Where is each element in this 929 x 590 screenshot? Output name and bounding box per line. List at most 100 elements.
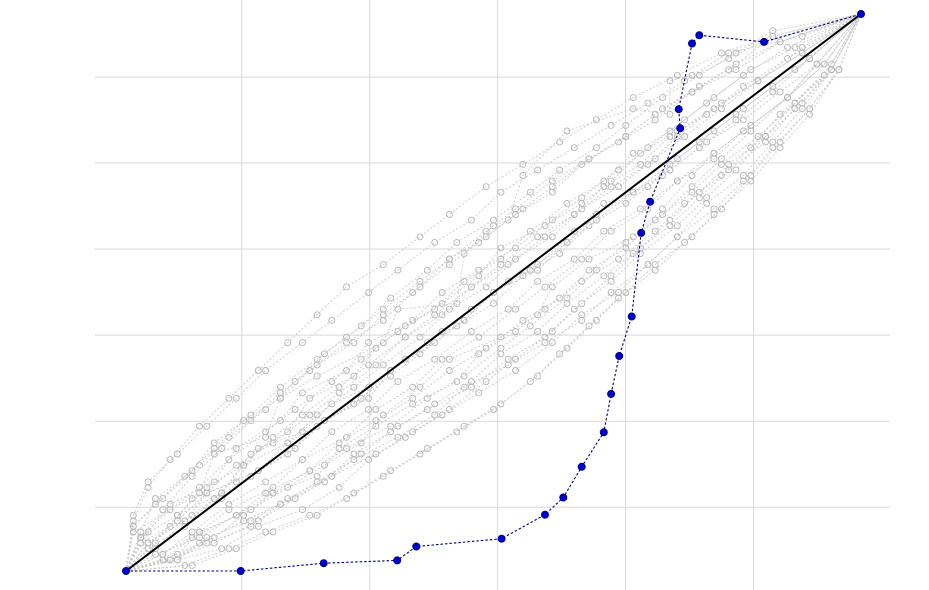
- background-series-point: [254, 467, 262, 475]
- background-series-point: [343, 333, 350, 341]
- background-series-line: [125, 13, 862, 572]
- background-series-point: [247, 411, 255, 419]
- background-series-point: [321, 350, 328, 358]
- background-series-point: [482, 378, 490, 386]
- background-series-point: [747, 121, 755, 129]
- background-series-point: [592, 316, 600, 324]
- background-series-12: [122, 10, 865, 575]
- background-series-point: [240, 461, 248, 469]
- highlighted-series-point: [559, 493, 568, 502]
- background-series-line: [125, 13, 862, 572]
- background-series-point: [460, 372, 468, 380]
- background-series-point: [445, 255, 453, 263]
- background-series-point: [262, 433, 270, 441]
- background-series-point: [570, 227, 578, 235]
- background-series-point: [534, 372, 542, 380]
- background-series-point: [717, 205, 725, 213]
- background-series-point: [291, 406, 299, 413]
- background-series-point: [504, 355, 512, 363]
- background-series-point: [173, 450, 181, 458]
- background-series-point: [291, 495, 299, 503]
- background-series-point: [526, 188, 534, 196]
- background-series-point: [835, 66, 843, 74]
- background-series-point: [622, 121, 630, 129]
- background-series-point: [607, 183, 615, 191]
- background-series-point: [600, 227, 608, 235]
- background-series-point: [512, 205, 519, 213]
- background-series-point: [218, 489, 226, 497]
- background-series-point: [637, 250, 644, 257]
- background-series-point: [129, 522, 137, 530]
- highlighted-series-group: [122, 9, 866, 576]
- background-series-point: [592, 266, 600, 274]
- background-series-point: [637, 160, 644, 168]
- background-series-line: [125, 13, 862, 572]
- background-series-point: [710, 127, 718, 135]
- background-series-point: [438, 300, 446, 308]
- background-series-line: [125, 13, 862, 572]
- background-series-point: [556, 250, 564, 257]
- background-series-point: [284, 428, 292, 436]
- background-series-point: [372, 344, 380, 352]
- background-series-point: [541, 283, 549, 291]
- background-series-point: [335, 445, 343, 452]
- background-series-point: [159, 495, 167, 503]
- background-series-point: [475, 238, 483, 246]
- background-series-point: [431, 305, 439, 313]
- background-series-point: [629, 250, 637, 257]
- background-series-point: [725, 66, 733, 74]
- background-series-point: [343, 445, 350, 452]
- background-series-point: [431, 238, 439, 246]
- background-series-point: [651, 110, 659, 118]
- background-series-point: [534, 266, 542, 274]
- background-series-point: [475, 266, 483, 274]
- background-series-point: [394, 266, 402, 274]
- background-series-point: [659, 205, 666, 213]
- background-series-point: [232, 461, 240, 469]
- background-series-point: [343, 283, 350, 291]
- highlighted-series-point: [577, 462, 586, 471]
- background-series-point: [754, 133, 762, 140]
- background-series-point: [673, 222, 681, 230]
- background-series-point: [600, 199, 608, 207]
- background-series-point: [210, 539, 218, 547]
- background-series-point: [710, 149, 718, 157]
- background-series-point: [387, 428, 395, 436]
- background-series-point: [776, 144, 784, 152]
- background-series-point: [629, 188, 637, 196]
- background-series-point: [776, 138, 784, 146]
- background-series-point: [298, 456, 306, 464]
- background-series-point: [710, 211, 718, 218]
- background-series-point: [343, 495, 350, 503]
- background-series-point: [637, 149, 644, 157]
- background-series-point: [695, 138, 703, 146]
- highlighted-series-point: [541, 510, 550, 519]
- background-series-point: [615, 166, 622, 174]
- background-series-point: [666, 216, 674, 224]
- background-series-point: [137, 539, 145, 547]
- background-series-point: [321, 417, 328, 425]
- background-series-point: [703, 99, 711, 107]
- background-series-point: [269, 483, 277, 491]
- background-series-point: [585, 322, 593, 330]
- background-series-point: [247, 450, 255, 458]
- background-series-point: [144, 528, 152, 536]
- background-series-point: [585, 155, 593, 163]
- background-series-point: [769, 88, 777, 96]
- background-series-point: [284, 450, 292, 458]
- background-series-point: [673, 133, 681, 140]
- background-series-point: [622, 244, 630, 252]
- background-series-point: [423, 339, 431, 347]
- background-series-point: [350, 489, 358, 497]
- background-series-point: [622, 289, 630, 296]
- background-series-point: [563, 300, 571, 308]
- background-series-point: [416, 450, 424, 458]
- background-series-line: [125, 13, 862, 572]
- background-series-point: [445, 305, 453, 313]
- background-series-24: [122, 10, 865, 575]
- background-series-point: [372, 361, 380, 369]
- highlighted-series-point: [122, 567, 131, 576]
- background-series-point: [379, 316, 387, 324]
- background-series-point: [151, 539, 159, 547]
